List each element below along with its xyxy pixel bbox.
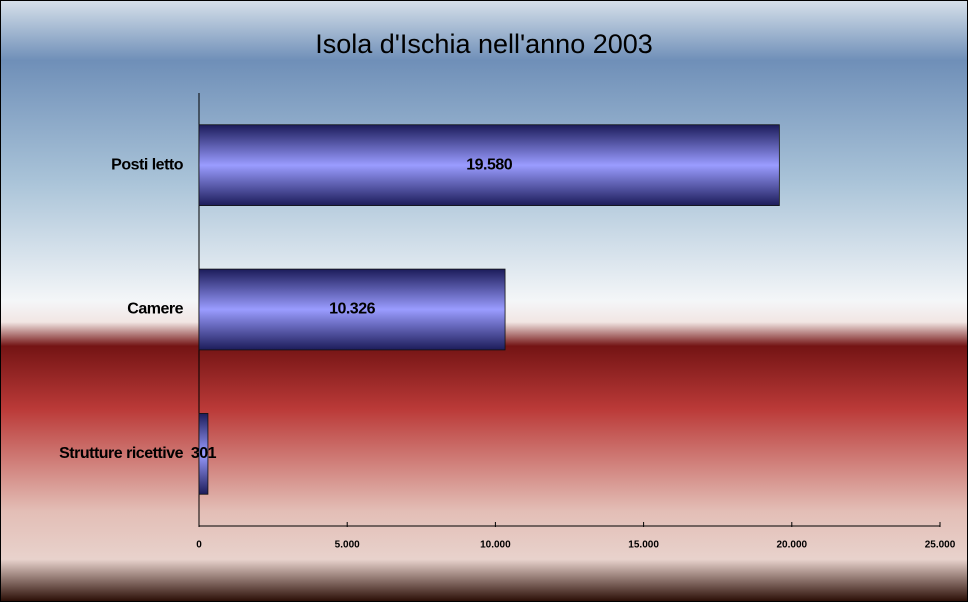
x-tick-label: 20.000 bbox=[777, 540, 808, 551]
x-tick-label: 15.000 bbox=[628, 540, 659, 551]
bar bbox=[198, 124, 780, 206]
x-tick-label: 25.000 bbox=[925, 540, 956, 551]
x-tick-label: 0 bbox=[196, 540, 202, 551]
data-label: 19.580 bbox=[466, 156, 513, 173]
bar bbox=[198, 268, 506, 351]
y-tick-label: Camere bbox=[127, 301, 183, 318]
bar bbox=[198, 413, 209, 495]
chart-title: Isola d'Ischia nell'anno 2003 bbox=[315, 29, 653, 59]
x-tick-label: 5.000 bbox=[335, 540, 360, 551]
x-tick-label: 10.000 bbox=[480, 540, 511, 551]
data-label: 10.326 bbox=[329, 301, 376, 318]
y-tick-label: Posti letto bbox=[111, 156, 184, 173]
data-label: 301 bbox=[191, 445, 217, 462]
y-tick-label: Strutture ricettive bbox=[59, 445, 183, 462]
